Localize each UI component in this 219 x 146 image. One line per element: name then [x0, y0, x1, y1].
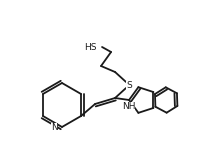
Text: N: N [51, 122, 58, 132]
Text: HS: HS [85, 42, 97, 52]
Text: NH: NH [122, 102, 135, 111]
Text: S: S [126, 80, 132, 89]
